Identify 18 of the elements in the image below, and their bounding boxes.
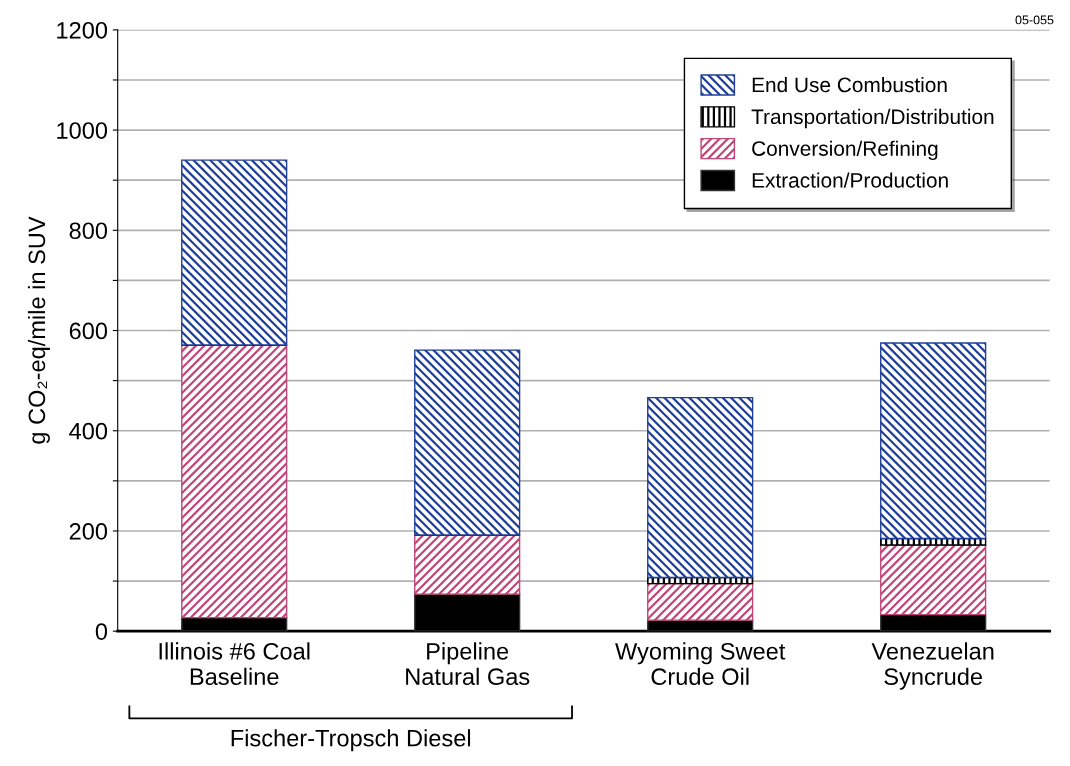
y-tick-label: 400 [69, 422, 108, 440]
legend-label: End Use Combustion [752, 76, 947, 93]
y-tick-label: 200 [69, 523, 108, 540]
y-tick-label: 1200 [57, 21, 108, 39]
legend-label: Conversion/Refining [752, 140, 938, 161]
x-tick-label: Illinois #6 Coal Baseline [159, 642, 310, 686]
legend-label: Transportation/Distribution [751, 108, 994, 129]
y-tick-label: 600 [69, 322, 108, 340]
legend-label: Extraction/Production [752, 172, 948, 188]
x-tick-label: Wyoming Sweet Crude Oil [615, 642, 786, 686]
text: Fischer-Tropsch Diesel [231, 729, 471, 752]
text: 05-055 [1015, 15, 1054, 25]
y-tick-label: 0 [95, 623, 108, 640]
y-axis-title: g CO₂-eq/mile in SUV [27, 216, 50, 444]
x-tick-label: Venezuelan Syncrude [871, 642, 994, 690]
y-tick-label: 800 [69, 222, 108, 240]
x-tick-label: Pipeline Natural Gas [406, 642, 530, 686]
y-tick-label: 1000 [57, 122, 108, 139]
